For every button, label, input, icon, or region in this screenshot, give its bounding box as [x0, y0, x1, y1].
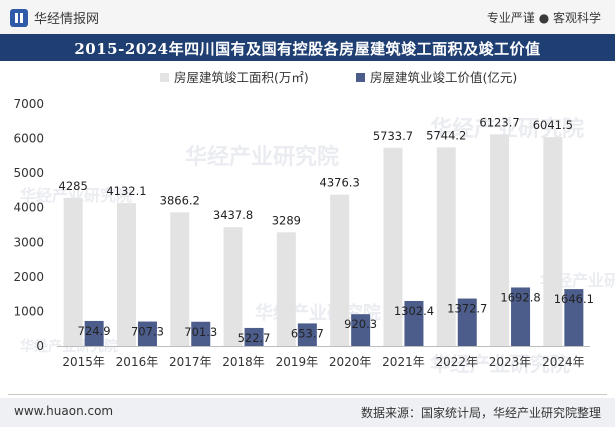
data-label-series-2: 522.7 [238, 331, 271, 345]
bar-series-1 [543, 137, 563, 346]
data-label-series-2: 1646.1 [554, 292, 594, 306]
x-tick-label: 2023年 [489, 355, 532, 369]
bar-series-1 [276, 232, 296, 346]
x-tick-label: 2022年 [435, 355, 478, 369]
data-label-series-1: 3437.8 [213, 208, 253, 222]
bar-series-1 [330, 194, 350, 346]
bar-series-1 [170, 212, 190, 346]
bar-series-1 [383, 147, 403, 346]
watermark-text: 华经产业研究院 [430, 352, 570, 376]
data-label-series-1: 6123.7 [479, 115, 519, 129]
bar-series-2 [137, 321, 157, 346]
title-bar: 2015-2024年四川国有及国有控股各房屋建筑竣工面积及竣工价值 [0, 34, 615, 61]
bar-series-2 [457, 298, 477, 346]
data-source: 数据来源：国家统计局，华经产业研究院整理 [360, 406, 601, 420]
bar-series-1 [490, 134, 510, 346]
data-label-series-1: 5733.7 [373, 129, 413, 143]
legend-swatch-1 [160, 73, 169, 82]
site-url: www.huaon.com [14, 404, 114, 418]
bar-series-2 [511, 287, 531, 346]
x-tick-label: 2021年 [382, 355, 425, 369]
bar-series-1 [436, 147, 456, 346]
y-tick-label: 0 [36, 339, 44, 353]
bar-series-2 [191, 321, 211, 346]
bar-series-2 [244, 327, 264, 346]
data-label-series-2: 701.3 [184, 325, 217, 339]
bar-series-2 [297, 323, 317, 346]
y-tick-label: 4000 [13, 201, 44, 215]
data-label-series-2: 724.9 [78, 324, 111, 338]
x-tick-label: 2016年 [116, 355, 159, 369]
data-label-series-2: 1372.7 [447, 302, 487, 316]
bar-series-2 [84, 320, 104, 346]
chart-title: 2015-2024年四川国有及国有控股各房屋建筑竣工面积及竣工价值 [74, 40, 541, 58]
brand-logo: 华经情报网 [10, 8, 99, 27]
data-label-series-2: 707.3 [131, 325, 164, 339]
y-tick-label: 3000 [13, 235, 44, 249]
y-tick-label: 5000 [13, 166, 44, 180]
bar-series-1 [63, 197, 83, 346]
data-label-series-2: 1302.4 [394, 304, 434, 318]
watermark-text: 华经产业研究院 [20, 186, 132, 205]
data-label-series-1: 4132.1 [106, 184, 146, 198]
bar-series-1 [223, 227, 243, 346]
data-label-series-1: 3866.2 [160, 193, 200, 207]
data-label-series-1: 3289 [272, 213, 301, 227]
x-tick-label: 2018年 [222, 355, 265, 369]
x-tick-label: 2019年 [276, 355, 319, 369]
bar-series-2 [404, 300, 424, 346]
data-label-series-1: 4285 [59, 179, 88, 193]
top-bar: 华经情报网 专业严谨 ● 客观科学 [0, 0, 615, 34]
legend-label-1: 房屋建筑竣工面积(万㎡) [174, 70, 309, 85]
footer: www.huaon.com 数据来源：国家统计局，华经产业研究院整理 [0, 398, 615, 427]
brand-name: 华经情报网 [34, 12, 100, 27]
data-label-series-1: 5744.2 [426, 128, 466, 142]
data-label-series-2: 1692.8 [500, 290, 540, 304]
y-tick-label: 2000 [13, 270, 44, 284]
footer-divider [8, 394, 607, 395]
y-tick-label: 7000 [13, 97, 44, 111]
slogan: 专业严谨 ● 客观科学 [486, 11, 601, 25]
data-label-series-1: 6041.5 [533, 118, 573, 132]
logo-icon [10, 8, 28, 27]
legend-swatch-2 [356, 73, 365, 82]
chart: 华经产业研究院华经产业研究院华经产业研究院华经产业研究院华经产业研究院华经产业研… [13, 70, 615, 376]
x-tick-label: 2020年 [329, 355, 372, 369]
x-tick-label: 2017年 [169, 355, 212, 369]
x-tick-label: 2024年 [542, 355, 585, 369]
legend-label-2: 房屋建筑业竣工价值(亿元) [370, 70, 517, 85]
y-tick-label: 1000 [13, 304, 44, 318]
watermark-text: 华经产业研究院 [185, 144, 339, 170]
y-tick-label: 6000 [13, 132, 44, 146]
bar-series-1 [116, 203, 136, 346]
x-tick-label: 2015年 [62, 355, 105, 369]
bar-series-2 [351, 314, 371, 346]
bar-series-2 [564, 289, 584, 346]
data-label-series-1: 4376.3 [320, 176, 360, 190]
data-label-series-2: 653.7 [291, 326, 324, 340]
data-label-series-2: 920.3 [344, 317, 377, 331]
